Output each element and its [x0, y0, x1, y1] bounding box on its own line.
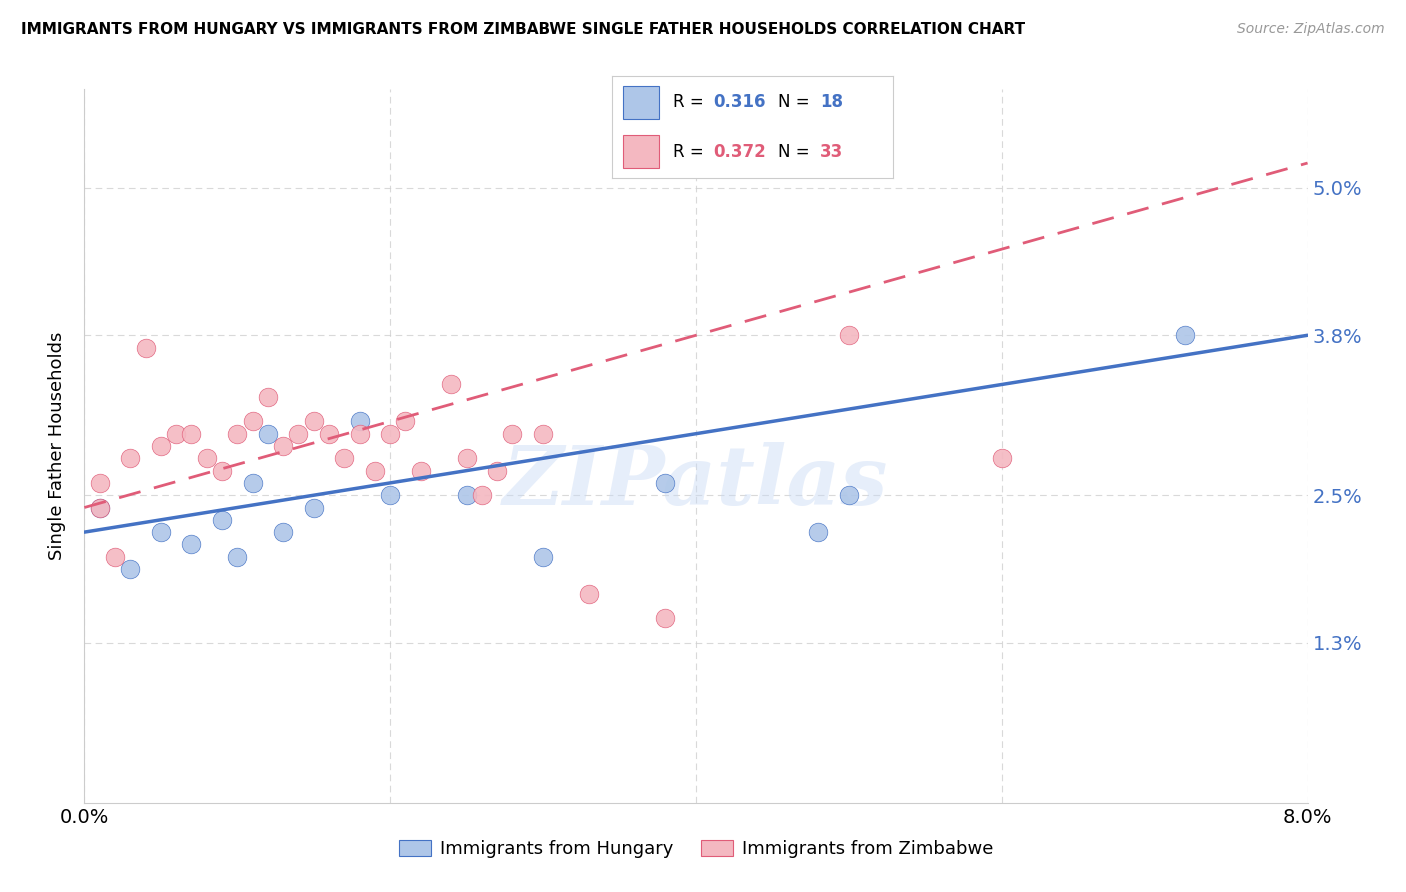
Point [165, 426, 187, 441]
Text: 0.316: 0.316 [713, 94, 765, 112]
Point [1174, 328, 1197, 343]
Point [211, 513, 233, 527]
Point [89, 475, 111, 490]
Point [242, 475, 264, 490]
Point [149, 525, 172, 540]
Point [242, 414, 264, 428]
Text: 33: 33 [820, 143, 844, 161]
Point [149, 439, 172, 453]
Point [287, 426, 309, 441]
Point [89, 500, 111, 515]
Point [440, 377, 463, 392]
Point [257, 390, 280, 404]
Point [838, 488, 860, 502]
Point [349, 414, 371, 428]
Point [838, 328, 860, 343]
Point [104, 549, 127, 564]
Text: 18: 18 [820, 94, 842, 112]
Point [180, 537, 202, 551]
Point [456, 488, 478, 502]
Text: IMMIGRANTS FROM HUNGARY VS IMMIGRANTS FROM ZIMBABWE SINGLE FATHER HOUSEHOLDS COR: IMMIGRANTS FROM HUNGARY VS IMMIGRANTS FR… [21, 22, 1025, 37]
Point [654, 611, 676, 625]
Point [211, 464, 233, 478]
Point [271, 525, 294, 540]
Text: ZIPatlas: ZIPatlas [503, 442, 889, 522]
Point [271, 439, 294, 453]
Legend: Immigrants from Hungary, Immigrants from Zimbabwe: Immigrants from Hungary, Immigrants from… [391, 832, 1001, 865]
Y-axis label: Single Father Households: Single Father Households [48, 332, 66, 560]
Text: R =: R = [673, 94, 710, 112]
Bar [623, 136, 659, 168]
Point [333, 451, 356, 466]
Point [456, 451, 478, 466]
Point [302, 500, 325, 515]
Point [257, 426, 280, 441]
Point [486, 464, 509, 478]
Point [226, 426, 249, 441]
Point [302, 414, 325, 428]
Point [471, 488, 494, 502]
Point [120, 562, 142, 576]
Text: N =: N = [778, 94, 814, 112]
Point [531, 426, 554, 441]
Point [807, 525, 830, 540]
Point [180, 426, 202, 441]
Text: 0.372: 0.372 [713, 143, 766, 161]
Point [578, 587, 600, 601]
Text: R =: R = [673, 143, 710, 161]
Point [380, 426, 402, 441]
Bar [623, 87, 659, 119]
Point [318, 426, 340, 441]
Point [502, 426, 524, 441]
Point [991, 451, 1014, 466]
Point [195, 451, 218, 466]
Point [380, 488, 402, 502]
Point [349, 426, 371, 441]
Point [120, 451, 142, 466]
Point [89, 500, 111, 515]
Point [226, 549, 249, 564]
Point [364, 464, 387, 478]
Point [394, 414, 416, 428]
Text: N =: N = [778, 143, 814, 161]
Point [654, 475, 676, 490]
Point [531, 549, 554, 564]
Point [409, 464, 432, 478]
Text: Source: ZipAtlas.com: Source: ZipAtlas.com [1237, 22, 1385, 37]
Point [135, 341, 157, 355]
